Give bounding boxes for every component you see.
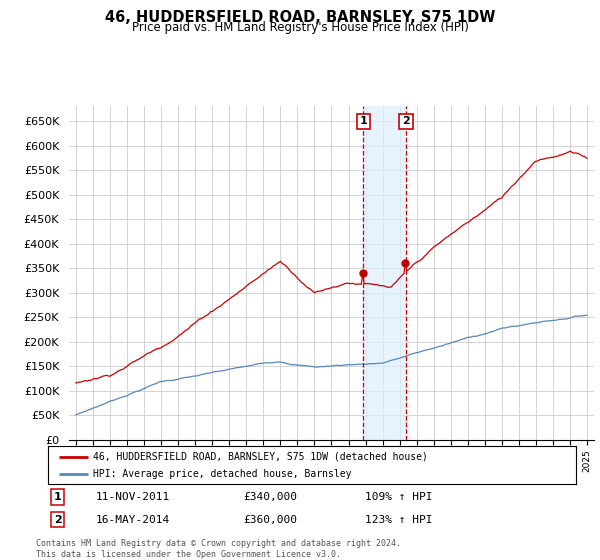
- Text: 123% ↑ HPI: 123% ↑ HPI: [365, 515, 432, 525]
- Bar: [364, 106, 406, 440]
- Text: Contains HM Land Registry data © Crown copyright and database right 2024.
This d: Contains HM Land Registry data © Crown c…: [36, 539, 401, 559]
- Text: 2: 2: [53, 515, 61, 525]
- Text: 46, HUDDERSFIELD ROAD, BARNSLEY, S75 1DW: 46, HUDDERSFIELD ROAD, BARNSLEY, S75 1DW: [105, 10, 495, 25]
- Text: 1: 1: [53, 492, 61, 502]
- Text: Price paid vs. HM Land Registry's House Price Index (HPI): Price paid vs. HM Land Registry's House …: [131, 21, 469, 34]
- Text: £340,000: £340,000: [244, 492, 298, 502]
- Text: 1: 1: [359, 116, 367, 127]
- Text: HPI: Average price, detached house, Barnsley: HPI: Average price, detached house, Barn…: [93, 469, 352, 479]
- Text: 16-MAY-2014: 16-MAY-2014: [95, 515, 170, 525]
- Text: £360,000: £360,000: [244, 515, 298, 525]
- Text: 2: 2: [402, 116, 410, 127]
- Text: 46, HUDDERSFIELD ROAD, BARNSLEY, S75 1DW (detached house): 46, HUDDERSFIELD ROAD, BARNSLEY, S75 1DW…: [93, 451, 428, 461]
- Text: 109% ↑ HPI: 109% ↑ HPI: [365, 492, 432, 502]
- Text: 11-NOV-2011: 11-NOV-2011: [95, 492, 170, 502]
